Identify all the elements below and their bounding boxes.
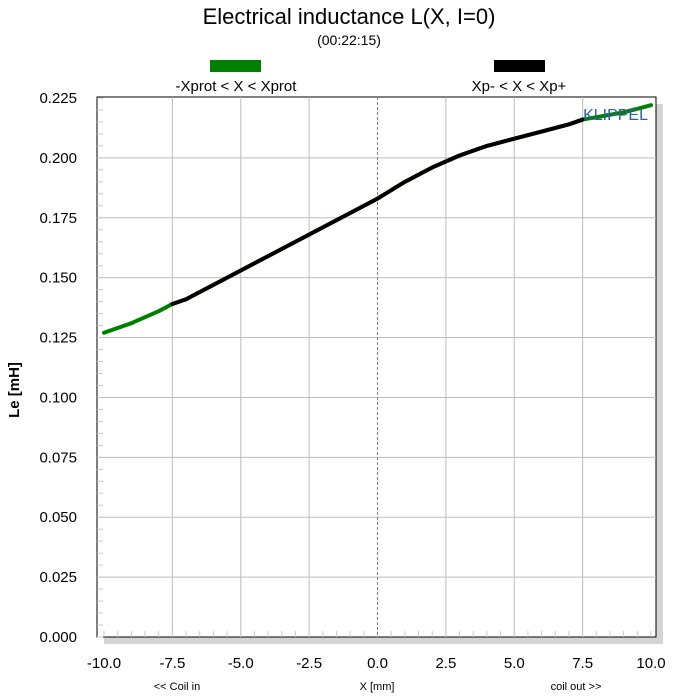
x-tick-label: 5.0: [504, 655, 525, 672]
chart-title: Electrical inductance L(X, I=0): [203, 4, 496, 29]
y-tick-label: 0.225: [39, 90, 77, 107]
y-tick-label: 0.025: [39, 569, 77, 586]
x-tick-label: 7.5: [572, 655, 593, 672]
y-tick-label: 0.150: [39, 270, 77, 287]
y-tick-label: 0.000: [39, 629, 77, 646]
y-tick-label: 0.075: [39, 449, 77, 466]
x-hint-coil-out: coil out >>: [551, 681, 602, 693]
y-tick-label: 0.100: [39, 389, 77, 406]
x-tick-label: -10.0: [87, 655, 121, 672]
legend-label-xp: Xp- < X < Xp+: [472, 78, 567, 95]
x-tick-label: 10.0: [636, 655, 665, 672]
y-tick-labels: 0.225 0.200 0.175 0.150 0.125 0.100 0.075 0.050…: [39, 90, 77, 646]
x-tick-label: -2.5: [296, 655, 322, 672]
series: [102, 103, 653, 335]
legend-label-prot: -Xprot < X < Xprot: [176, 78, 298, 95]
legend: -Xprot < X < Xprot Xp- < X < Xp+: [176, 60, 567, 95]
x-axis-label: X [mm]: [360, 681, 395, 693]
chart-subtitle: (00:22:15): [317, 32, 381, 48]
y-tick-label: 0.175: [39, 210, 77, 227]
x-tick-label: 0.0: [367, 655, 388, 672]
watermark-logo: KLIPPEL: [583, 107, 648, 124]
series-line-1: [170, 117, 585, 307]
plot-area: [96, 96, 657, 638]
y-tick-label: 0.200: [39, 150, 77, 167]
legend-swatch-prot: [210, 60, 261, 72]
legend-swatch-xp: [494, 60, 545, 72]
x-tick-label: 2.5: [435, 655, 456, 672]
x-tick-label: -5.0: [228, 655, 254, 672]
grid: [97, 97, 656, 637]
x-hint-coil-in: << Coil in: [154, 681, 200, 693]
x-tick-label: -7.5: [159, 655, 185, 672]
y-tick-label: 0.050: [39, 509, 77, 526]
y-axis-label: Le [mH]: [6, 362, 23, 418]
y-tick-label: 0.125: [39, 330, 77, 347]
x-tick-labels: -10.0 -7.5 -5.0 -2.5 0.0 2.5 5.0 7.5 10.0: [87, 655, 666, 672]
